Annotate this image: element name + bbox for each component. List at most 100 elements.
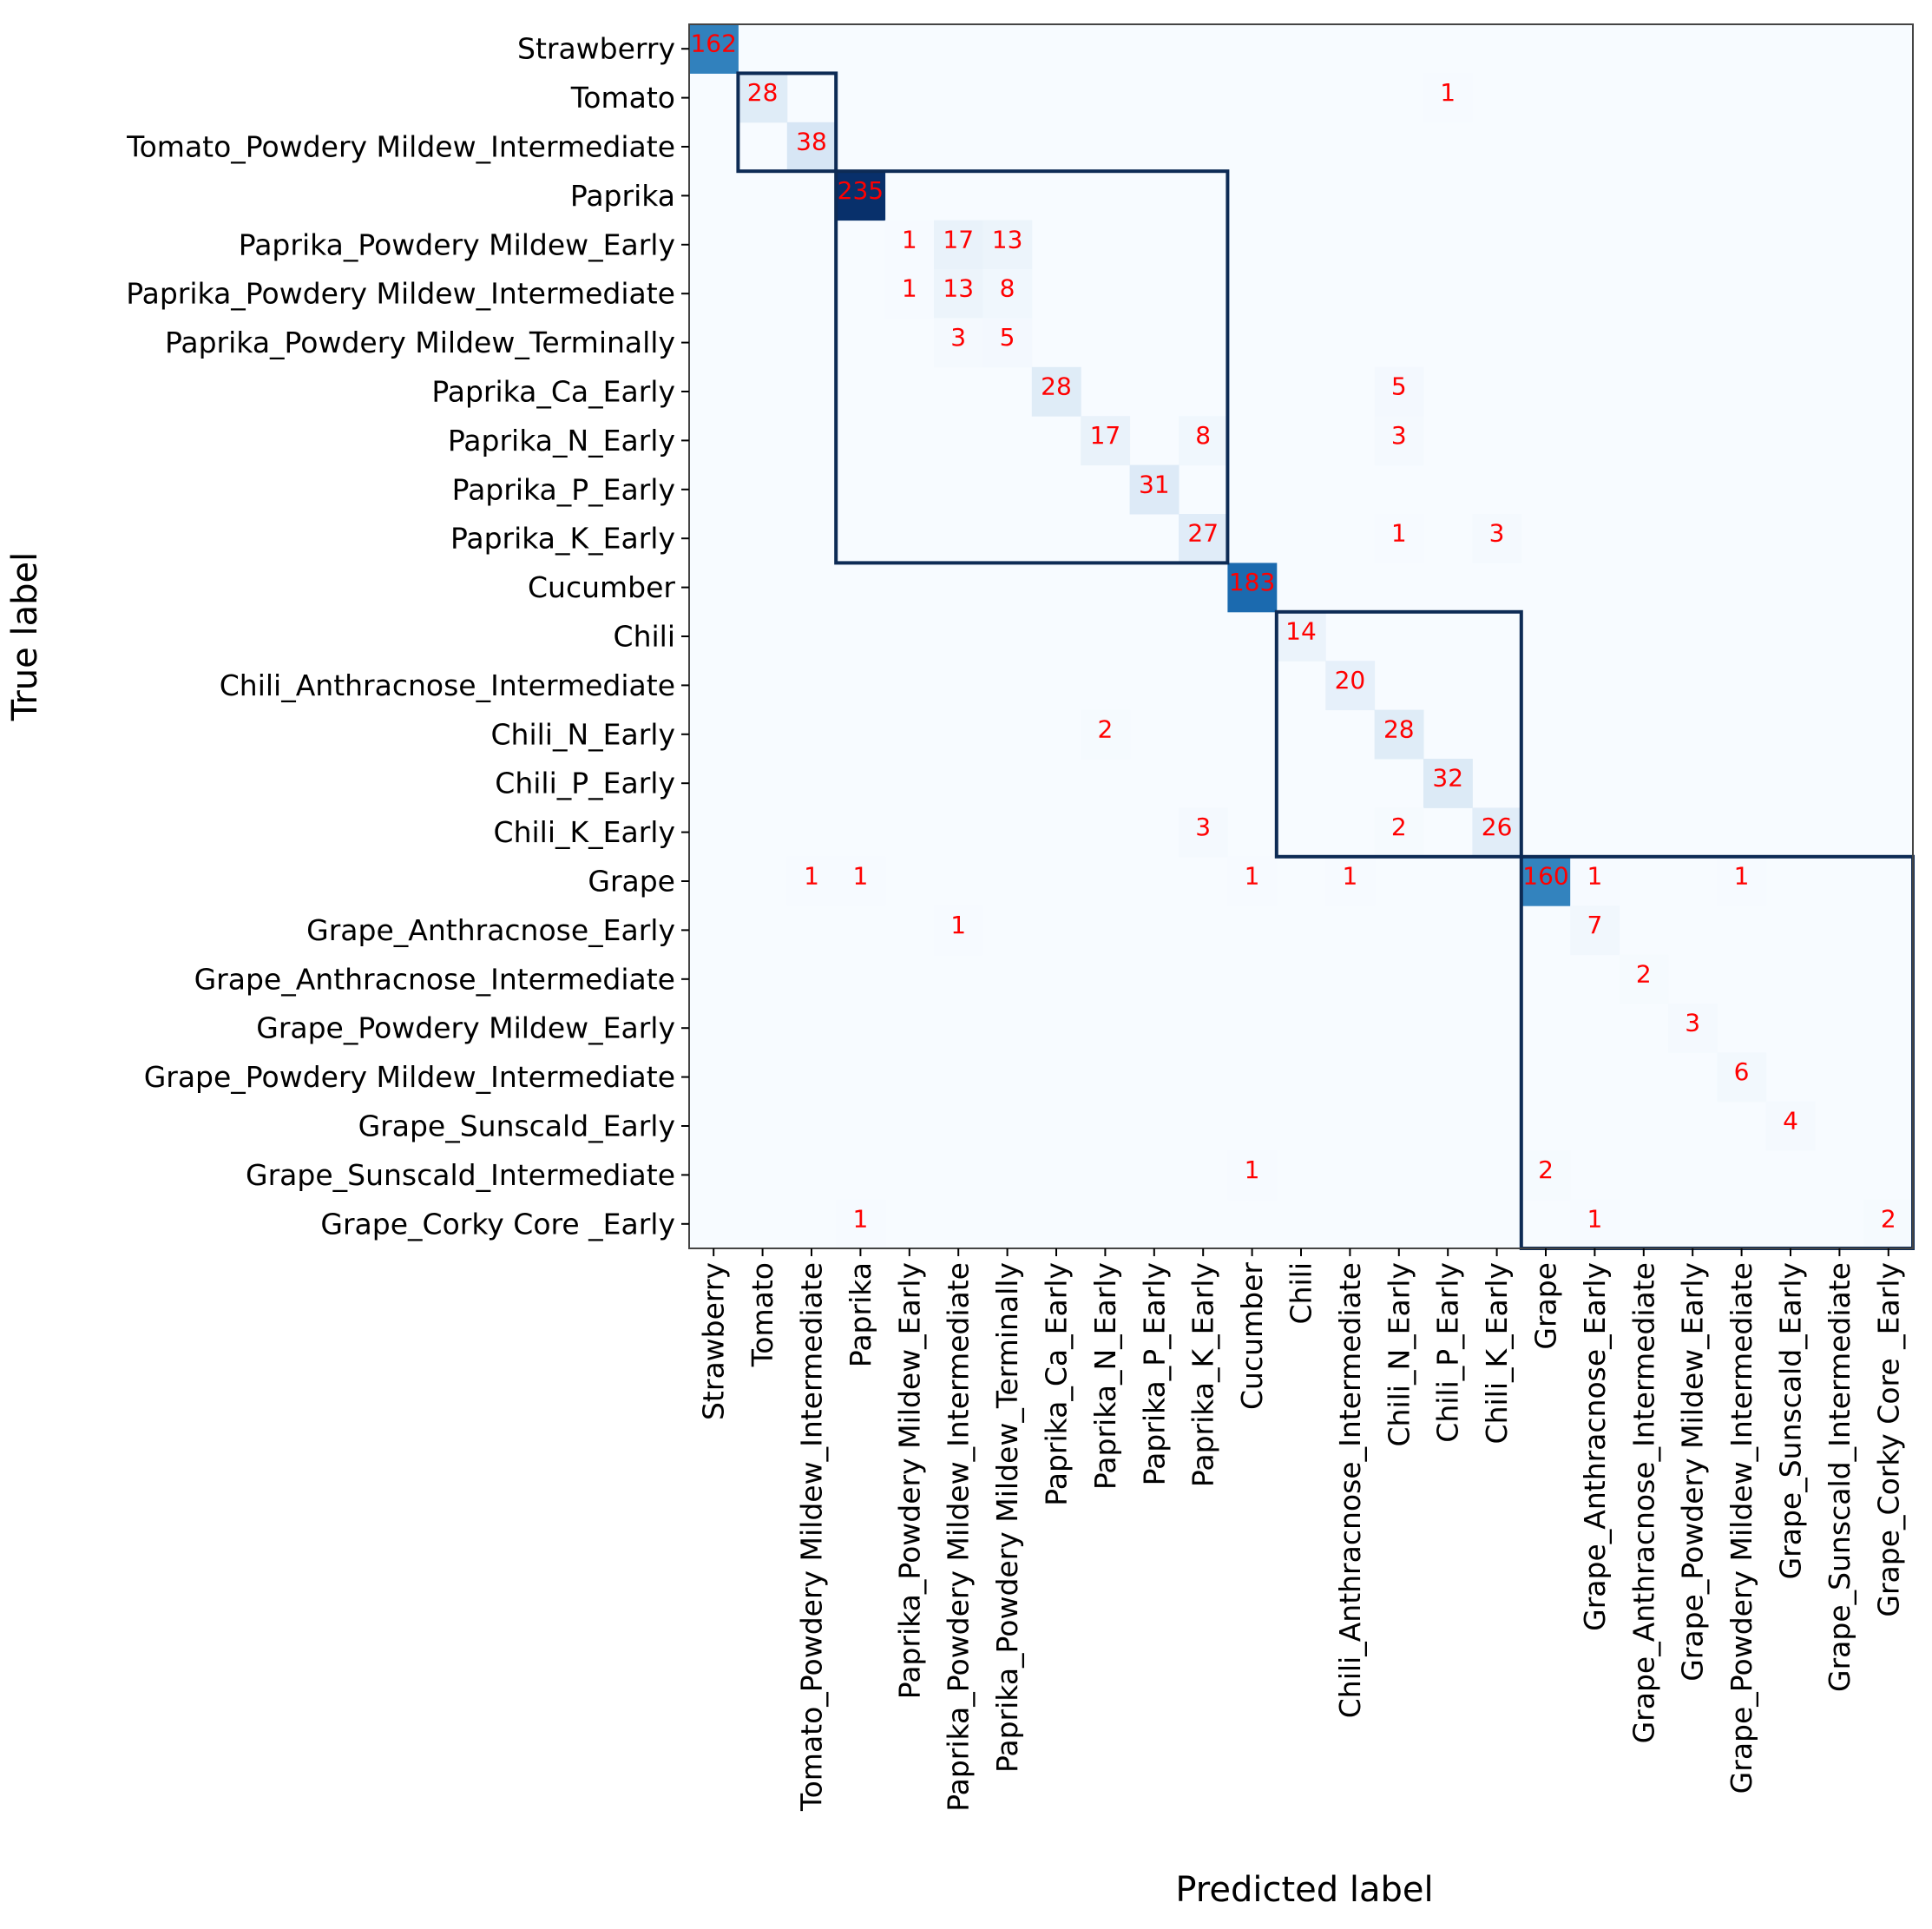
y-tick-label: Chili_Anthracnose_Intermediate xyxy=(220,668,675,702)
y-tick-label: Grape_Sunscald_Early xyxy=(358,1109,675,1143)
cell-value-label: 183 xyxy=(1229,568,1275,596)
x-tick-label: Grape xyxy=(1529,1262,1563,1350)
y-tick-label: Tomato xyxy=(570,81,675,115)
heatmap-cell xyxy=(1765,1101,1816,1151)
heatmap-cell xyxy=(1472,807,1522,858)
heatmap-cell xyxy=(1081,416,1131,466)
y-tick-label: Grape_Powdery Mildew_Intermediate xyxy=(144,1060,675,1094)
y-tick-label: Paprika_Powdery Mildew_Terminally xyxy=(165,326,675,359)
cell-value-label: 3 xyxy=(1195,813,1211,841)
y-tick-label: Grape_Corky Core _Early xyxy=(320,1207,675,1241)
heatmap-cell xyxy=(1570,856,1620,906)
cell-value-label: 1 xyxy=(852,862,868,891)
heatmap-cell xyxy=(1179,416,1228,466)
cell-value-label: 3 xyxy=(950,323,966,352)
cell-value-label: 1 xyxy=(1734,862,1750,891)
y-tick-label: Tomato_Powdery Mildew_Intermediate xyxy=(126,130,675,164)
y-tick-label: Paprika xyxy=(570,179,675,213)
cell-value-label: 6 xyxy=(1734,1057,1750,1086)
y-tick-label: Paprika_K_Early xyxy=(450,522,675,556)
heatmap-cell xyxy=(1179,807,1228,858)
cell-value-label: 8 xyxy=(1000,274,1015,303)
heatmap-cell xyxy=(1423,759,1473,808)
y-tick-label: Paprika_Powdery Mildew_Early xyxy=(239,227,675,261)
cell-value-label: 14 xyxy=(1285,617,1317,646)
heatmap-cell xyxy=(934,220,983,270)
heatmap-cell xyxy=(982,269,1033,319)
heatmap-cell xyxy=(1570,905,1620,956)
heatmap-cell xyxy=(1325,856,1376,906)
cell-value-label: 20 xyxy=(1335,666,1366,695)
x-axis-title: Predicted label xyxy=(1175,1870,1433,1910)
x-tick-label: Paprika_P_Early xyxy=(1137,1262,1171,1485)
x-tick-label: Paprika_Powdery Mildew_Intermediate xyxy=(942,1262,976,1812)
y-tick-label: Chili_P_Early xyxy=(495,767,675,800)
y-tick-label: Grape_Anthracnose_Intermediate xyxy=(194,962,675,996)
cell-value-label: 162 xyxy=(690,30,736,58)
cell-value-label: 2 xyxy=(1391,813,1407,841)
heatmap-cell xyxy=(786,856,837,906)
y-tick-label: Strawberry xyxy=(517,32,675,66)
cell-value-label: 1 xyxy=(1342,862,1357,891)
cell-value-label: 28 xyxy=(1041,372,1072,401)
heatmap-cell xyxy=(1227,1150,1278,1201)
heatmap-cell xyxy=(1423,73,1473,123)
y-tick-label: Chili_K_Early xyxy=(494,815,675,849)
x-tick-label: Chili_P_Early xyxy=(1431,1262,1465,1443)
y-tick-label: Paprika_N_Early xyxy=(448,424,675,458)
cell-value-label: 1 xyxy=(1440,78,1456,107)
x-tick-label: Paprika_Powdery Mildew_Early xyxy=(892,1262,926,1699)
y-tick-label: Grape_Sunscald_Intermediate xyxy=(246,1158,675,1192)
cell-value-label: 28 xyxy=(747,78,779,107)
heatmap-cell xyxy=(1227,563,1278,613)
heatmap-cell xyxy=(1325,661,1376,711)
x-tick-label: Grape_Anthracnose_Intermediate xyxy=(1626,1262,1660,1743)
group-box xyxy=(1274,609,1523,859)
heatmap-cell xyxy=(836,171,886,221)
cell-value-label: 1 xyxy=(1245,1155,1260,1184)
heatmap-cell xyxy=(884,220,935,270)
heatmap-cell xyxy=(1227,856,1278,906)
heatmap-cell xyxy=(1717,1052,1767,1103)
heatmap-cell xyxy=(934,318,983,368)
x-tick-label: Paprika_K_Early xyxy=(1186,1262,1220,1487)
x-tick-label: Chili_K_Early xyxy=(1480,1262,1514,1444)
heatmap-cell xyxy=(1521,1150,1571,1201)
heatmap-cell xyxy=(1668,1004,1718,1053)
group-box xyxy=(736,71,838,174)
cell-value-label: 27 xyxy=(1187,519,1219,548)
heatmap-cell xyxy=(836,856,886,906)
heatmap-cell xyxy=(1374,807,1424,858)
y-tick-label: Grape_Anthracnose_Early xyxy=(306,913,675,947)
x-tick-label: Tomato xyxy=(746,1262,779,1367)
heatmap-cell xyxy=(1276,611,1326,662)
cell-value-label: 31 xyxy=(1139,470,1170,498)
heatmap-cell xyxy=(1570,1199,1620,1249)
cell-value-label: 1 xyxy=(1587,862,1602,891)
y-tick-label: Paprika_Powdery Mildew_Intermediate xyxy=(126,277,675,311)
y-axis-title: True label xyxy=(5,552,45,721)
heatmap-cell xyxy=(1374,709,1424,760)
y-tick-label: Grape_Powdery Mildew_Early xyxy=(256,1011,675,1045)
cell-value-label: 8 xyxy=(1195,421,1211,450)
cell-value-label: 2 xyxy=(1881,1204,1896,1233)
x-tick-label: Paprika_Ca_Early xyxy=(1040,1262,1074,1506)
x-tick-label: Strawberry xyxy=(697,1262,731,1420)
cell-value-label: 17 xyxy=(1090,421,1121,450)
cell-value-label: 1 xyxy=(1587,1204,1602,1233)
y-axis-ticks: Strawberry Tomato Tomato_Powdery Mildew_In… xyxy=(126,32,689,1241)
cell-value-label: 4 xyxy=(1783,1107,1798,1136)
group-box xyxy=(834,169,1230,565)
cell-value-label: 1 xyxy=(950,911,966,939)
x-tick-label: Grape_Powdery Mildew_Early xyxy=(1676,1262,1710,1682)
heatmap-cell xyxy=(982,220,1033,270)
heatmap-cell xyxy=(934,905,983,956)
x-tick-label: Tomato_Powdery Mildew_Intermediate xyxy=(795,1262,829,1812)
x-tick-label: Cucumber xyxy=(1235,1262,1269,1410)
x-tick-label: Paprika xyxy=(844,1262,877,1367)
cell-value-label: 1 xyxy=(1391,519,1407,548)
heatmap-cell xyxy=(1619,954,1669,1004)
heatmap-cell xyxy=(1031,366,1081,417)
x-tick-label: Grape_Sunscald_Early xyxy=(1774,1262,1808,1579)
